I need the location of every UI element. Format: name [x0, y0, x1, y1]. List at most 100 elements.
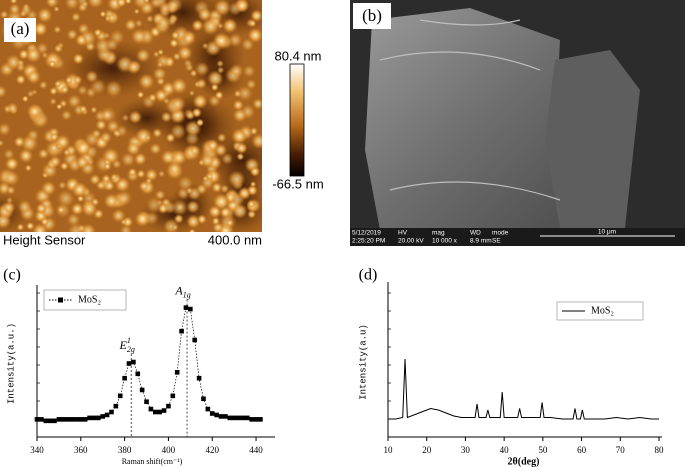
info-bar — [350, 228, 685, 246]
texture — [165, 132, 176, 143]
texture — [188, 228, 196, 232]
marker — [87, 415, 92, 421]
texture — [210, 83, 219, 92]
texture — [116, 190, 133, 206]
texture — [138, 180, 150, 192]
texture — [171, 199, 189, 217]
texture — [252, 98, 262, 110]
marker — [126, 361, 132, 366]
texture — [231, 128, 248, 145]
texture — [26, 221, 35, 231]
marker — [131, 359, 136, 365]
texture — [103, 162, 112, 171]
x-tick-label: 360 — [74, 445, 88, 455]
texture — [229, 63, 244, 78]
texture — [20, 4, 32, 17]
marker — [183, 305, 189, 310]
texture — [247, 199, 256, 209]
marker — [91, 415, 97, 421]
texture — [149, 0, 163, 9]
texture — [126, 141, 141, 156]
texture — [95, 180, 107, 191]
texture — [110, 173, 118, 181]
texture — [59, 161, 69, 171]
texture — [70, 202, 84, 216]
texture — [35, 202, 48, 215]
texture — [54, 80, 62, 88]
texture — [3, 148, 15, 160]
texture — [56, 103, 63, 110]
marker — [60, 417, 66, 422]
texture — [135, 48, 151, 63]
texture — [136, 169, 146, 179]
texture — [242, 64, 256, 78]
x-tick-label: 80 — [655, 445, 665, 455]
x-tick-label: 400 — [162, 445, 176, 455]
marker — [231, 415, 237, 421]
texture — [170, 77, 188, 95]
texture — [99, 131, 113, 144]
x-tick-label: 20 — [422, 445, 432, 455]
texture — [127, 167, 137, 177]
texture — [49, 86, 58, 96]
texture — [214, 90, 224, 100]
x-tick-label: 420 — [205, 445, 219, 455]
marker — [144, 399, 149, 405]
marker — [82, 417, 88, 422]
x-tick-label: 50 — [538, 445, 548, 455]
info-text: mode — [492, 230, 509, 237]
texture — [58, 181, 67, 190]
texture — [53, 25, 62, 34]
afm-image — [0, 0, 262, 232]
marker — [205, 406, 211, 412]
y-axis-label: Intensity(a.u) — [358, 324, 368, 400]
texture — [236, 85, 254, 102]
texture — [136, 91, 145, 99]
texture — [71, 12, 81, 22]
texture — [31, 222, 49, 232]
texture — [236, 152, 245, 161]
texture — [160, 111, 172, 123]
texture — [171, 149, 188, 166]
texture — [201, 42, 209, 50]
texture — [211, 216, 221, 226]
marker — [209, 411, 215, 416]
info-text: 5/12/2019 — [352, 230, 381, 237]
texture — [81, 200, 98, 218]
texture — [66, 28, 78, 41]
marker — [236, 415, 241, 421]
texture — [133, 8, 140, 15]
legend-box — [556, 301, 644, 321]
texture — [247, 27, 262, 44]
texture — [145, 196, 163, 214]
legend-box — [43, 289, 127, 311]
texture — [180, 31, 196, 47]
texture — [49, 97, 57, 106]
texture — [0, 122, 12, 137]
texture — [213, 143, 228, 157]
texture — [16, 62, 26, 73]
texture — [0, 139, 4, 147]
marker — [117, 393, 123, 399]
texture — [80, 223, 97, 232]
texture — [0, 10, 9, 19]
scale-label: 10 μm — [598, 229, 616, 236]
x-tick-label: 60 — [577, 445, 587, 455]
texture — [60, 109, 72, 121]
marker — [188, 306, 193, 312]
marker — [152, 409, 158, 415]
texture — [149, 142, 162, 155]
texture — [60, 85, 70, 95]
peak-label-part: 1g — [183, 290, 191, 299]
x-axis-label: 2θ(deg) — [508, 456, 540, 467]
texture — [99, 10, 107, 18]
texture — [194, 61, 210, 77]
texture — [197, 214, 207, 225]
marker — [196, 375, 202, 381]
marker — [227, 415, 233, 421]
x-tick-label: 70 — [616, 445, 626, 455]
texture — [40, 180, 57, 197]
texture — [126, 59, 141, 75]
texture — [56, 205, 66, 214]
